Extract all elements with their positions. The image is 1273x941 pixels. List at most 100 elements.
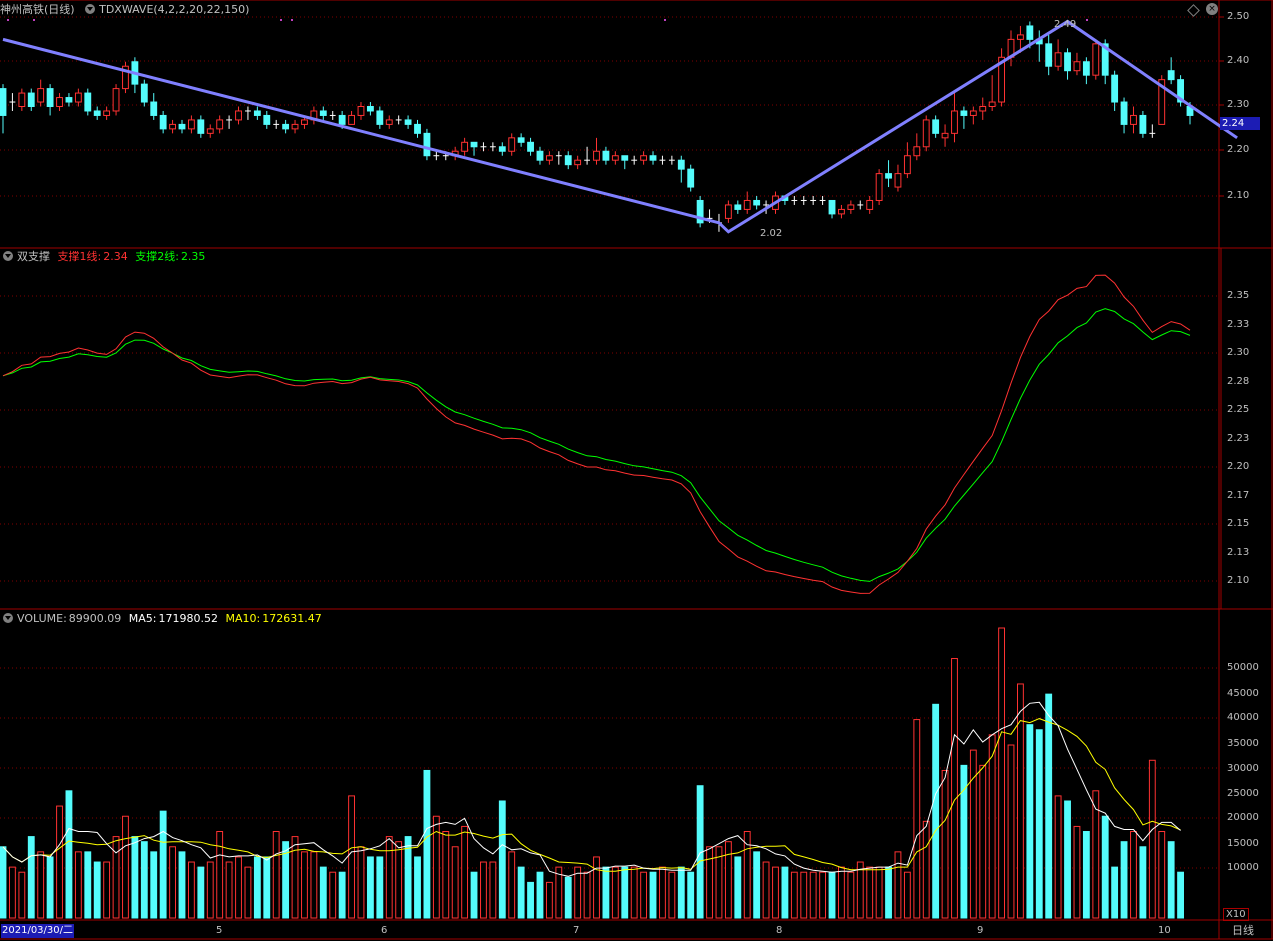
volume-bar — [178, 851, 186, 919]
volume-bar — [65, 790, 73, 919]
candle-body — [1177, 79, 1184, 103]
ma10-line — [2, 718, 1181, 872]
close-icon[interactable]: × — [1206, 3, 1218, 15]
price-tick: 2.10 — [1227, 190, 1250, 201]
candle-body — [291, 123, 299, 130]
price-tick: 2.30 — [1227, 99, 1250, 110]
volume-bar — [348, 795, 355, 919]
candle-body — [414, 123, 421, 134]
volume-bar — [131, 836, 139, 919]
candle-body — [423, 132, 431, 157]
volume-tick: 40000 — [1227, 712, 1259, 723]
volume-bar — [847, 871, 855, 919]
volume-bar — [527, 881, 534, 919]
volume-bar — [282, 841, 290, 919]
candle-body — [1111, 74, 1119, 103]
candle-body — [640, 155, 648, 161]
start-date[interactable]: 2021/03/30/二 — [1, 924, 75, 938]
volume-bar — [574, 866, 582, 919]
candle-body — [140, 83, 148, 103]
volume-bar — [790, 871, 798, 919]
volume-panel-header: VOLUME: 89900.09 MA5: 171980.52 MA10: 17263… — [0, 611, 326, 627]
volume-bar — [715, 846, 723, 919]
line1-value: 2.34 — [103, 250, 128, 263]
volume-bar — [555, 866, 563, 919]
support-tick: 2.23 — [1227, 433, 1250, 444]
candle-body — [1120, 101, 1128, 125]
volume-bar — [1082, 831, 1090, 919]
volume-bar — [583, 871, 591, 919]
candle-body — [1064, 52, 1071, 72]
volume-bar — [27, 836, 35, 919]
volume-bar — [960, 764, 968, 919]
support-tick: 2.15 — [1227, 518, 1250, 529]
support-tick: 2.30 — [1227, 347, 1250, 358]
candle-body — [366, 106, 374, 112]
price-tick: 2.50 — [1227, 11, 1250, 22]
volume-bar — [37, 851, 45, 919]
month-label: 5 — [216, 925, 223, 936]
line2-label: 支撑2线: — [135, 250, 179, 263]
current-price-badge: 2.24 — [1220, 117, 1260, 130]
low-price-label: 2.02 — [760, 228, 783, 239]
candle-body — [169, 123, 176, 130]
volume-bar — [291, 836, 299, 919]
candle-body — [649, 155, 657, 161]
period-button[interactable]: 日线 — [1232, 924, 1254, 937]
volume-bar — [1073, 825, 1081, 919]
support-tick: 2.17 — [1227, 490, 1250, 501]
volume-bar — [1045, 693, 1053, 919]
candle-body — [677, 159, 685, 170]
volume-bar — [753, 851, 761, 919]
volume-bar — [762, 861, 770, 919]
indicator-label[interactable]: TDXWAVE(4,2,2,20,22,150) — [99, 3, 250, 16]
wave-path — [2, 19, 1238, 234]
candle-body — [574, 159, 582, 166]
volume-bar — [1139, 846, 1147, 919]
volume-bar — [1054, 795, 1062, 919]
candle-body — [84, 92, 92, 112]
volume-bar — [988, 734, 996, 919]
candle-body — [150, 101, 158, 116]
candle-body — [743, 199, 751, 210]
volume-bar — [395, 841, 403, 919]
wave-line — [2, 19, 1238, 234]
candle-body — [112, 88, 120, 112]
candle-body — [74, 92, 82, 103]
high-price-label: 2.49 — [1054, 19, 1077, 30]
volume-title[interactable]: VOLUME: — [17, 612, 67, 625]
volume-bar — [800, 871, 808, 919]
volume-bar — [470, 871, 478, 919]
volume-bar — [216, 831, 224, 919]
candle-body — [1045, 43, 1053, 67]
volume-bar — [545, 881, 553, 919]
month-label: 7 — [573, 925, 580, 936]
volume-bar — [659, 866, 666, 919]
volume-bar — [432, 815, 440, 919]
candle-body — [470, 141, 478, 148]
volume-bar — [357, 846, 365, 919]
candle-body — [875, 173, 883, 201]
volume-bar — [366, 856, 374, 919]
candle-body — [847, 204, 855, 210]
volume-bar — [451, 846, 459, 919]
collapse-icon[interactable] — [85, 4, 96, 14]
volume-bar — [922, 820, 930, 919]
ma5-value: 171980.52 — [158, 612, 219, 625]
candle-body — [187, 119, 195, 130]
candle-body — [206, 128, 214, 134]
signal-dot — [1086, 19, 1088, 21]
support-title[interactable]: 双支撑 — [17, 250, 50, 263]
candle-body — [282, 123, 290, 130]
collapse-icon[interactable] — [3, 251, 13, 261]
volume-bar — [206, 861, 214, 919]
candle-body — [56, 97, 63, 108]
candle-body — [93, 110, 101, 116]
collapse-icon[interactable] — [3, 613, 13, 623]
candle-body — [319, 110, 327, 116]
candle-body — [621, 155, 629, 161]
candle-body — [724, 204, 732, 219]
volume-bar — [376, 856, 384, 919]
